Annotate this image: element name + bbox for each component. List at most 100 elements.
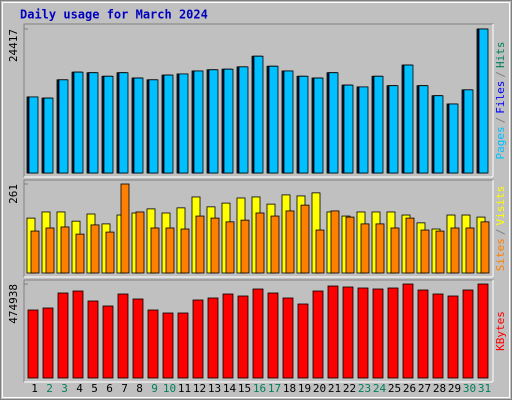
x-tick-label: 11 — [178, 382, 191, 395]
x-tick-label: 19 — [298, 382, 311, 395]
x-tick-label: 7 — [121, 382, 128, 395]
bar — [118, 72, 129, 174]
x-tick-label: 27 — [418, 382, 431, 395]
legend-separator: / — [494, 117, 507, 124]
x-tick-label: 28 — [433, 382, 446, 395]
bar — [300, 204, 310, 274]
x-tick-label: 21 — [328, 382, 341, 395]
bar — [180, 228, 190, 274]
legend: Pages / Files / Hits — [494, 42, 507, 160]
bar — [435, 230, 445, 274]
x-tick-label: 26 — [403, 382, 416, 395]
bar — [28, 96, 39, 174]
bar — [270, 215, 280, 274]
x-tick-label: 6 — [106, 382, 113, 395]
x-tick-label: 30 — [463, 382, 476, 395]
x-tick-label: 15 — [238, 382, 251, 395]
bar — [75, 233, 85, 274]
bar — [375, 223, 385, 274]
bar — [282, 297, 294, 379]
bar — [420, 229, 430, 274]
bar — [358, 86, 369, 174]
bar — [177, 312, 189, 379]
bar — [240, 219, 250, 274]
bar — [150, 227, 160, 274]
bar — [373, 75, 384, 174]
bar — [315, 229, 325, 274]
bar — [45, 227, 55, 274]
bar — [418, 85, 429, 174]
bar — [433, 95, 444, 174]
bar — [148, 79, 159, 174]
bar — [178, 73, 189, 174]
y-tick-label: 24417 — [7, 29, 20, 62]
x-tick-label: 5 — [91, 382, 98, 395]
bar — [43, 97, 54, 174]
bar — [343, 84, 354, 174]
bar — [223, 68, 234, 174]
x-tick-label: 29 — [448, 382, 461, 395]
bar — [57, 292, 69, 379]
bar — [462, 289, 474, 379]
bar — [207, 297, 219, 379]
bar — [312, 290, 324, 379]
x-tick-label: 1 — [31, 382, 38, 395]
legend: KBytes — [494, 311, 507, 351]
bar — [255, 212, 265, 274]
bar — [58, 79, 69, 174]
bar — [165, 227, 175, 274]
bar — [465, 227, 475, 274]
bar — [327, 285, 339, 379]
bar — [133, 77, 144, 174]
y-tick-label: 261 — [7, 184, 20, 204]
bar — [330, 210, 340, 274]
x-tick-label: 14 — [223, 382, 237, 395]
bar — [60, 226, 70, 274]
bar — [402, 283, 414, 379]
bar — [120, 183, 130, 274]
bar — [328, 72, 339, 174]
bar — [403, 64, 414, 174]
bar — [30, 230, 40, 274]
bar — [132, 298, 144, 379]
bar — [357, 287, 369, 379]
bar — [478, 28, 489, 174]
bar — [163, 74, 174, 174]
chart-title: Daily usage for March 2024 — [20, 8, 208, 22]
bar — [390, 227, 400, 274]
x-tick-label: 10 — [163, 382, 176, 395]
bar — [195, 215, 205, 274]
bar — [285, 210, 295, 274]
bar — [162, 312, 174, 379]
bar — [447, 295, 459, 379]
bar — [477, 283, 489, 379]
x-tick-label: 9 — [151, 382, 158, 395]
bar — [298, 75, 309, 174]
bar — [135, 211, 145, 274]
bar — [222, 293, 234, 379]
bar — [387, 287, 399, 379]
bar — [27, 309, 39, 379]
bar — [432, 293, 444, 379]
bar — [90, 224, 100, 274]
bar — [238, 66, 249, 174]
bar — [372, 288, 384, 379]
bar — [103, 75, 114, 174]
bar — [297, 303, 309, 379]
bar — [208, 69, 219, 174]
bar — [105, 231, 115, 274]
x-tick-label: 23 — [358, 382, 371, 395]
bar — [210, 217, 220, 274]
bar — [192, 299, 204, 379]
x-tick-label: 2 — [46, 382, 53, 395]
legend-entry: Hits — [494, 42, 507, 69]
bar — [405, 217, 415, 274]
bar — [345, 216, 355, 274]
bar — [450, 227, 460, 274]
x-tick-label: 22 — [343, 382, 356, 395]
x-tick-label: 20 — [313, 382, 326, 395]
x-tick-label: 31 — [478, 382, 491, 395]
bar — [417, 289, 429, 379]
legend-entry: Files — [494, 81, 507, 114]
x-tick-label: 16 — [253, 382, 266, 395]
